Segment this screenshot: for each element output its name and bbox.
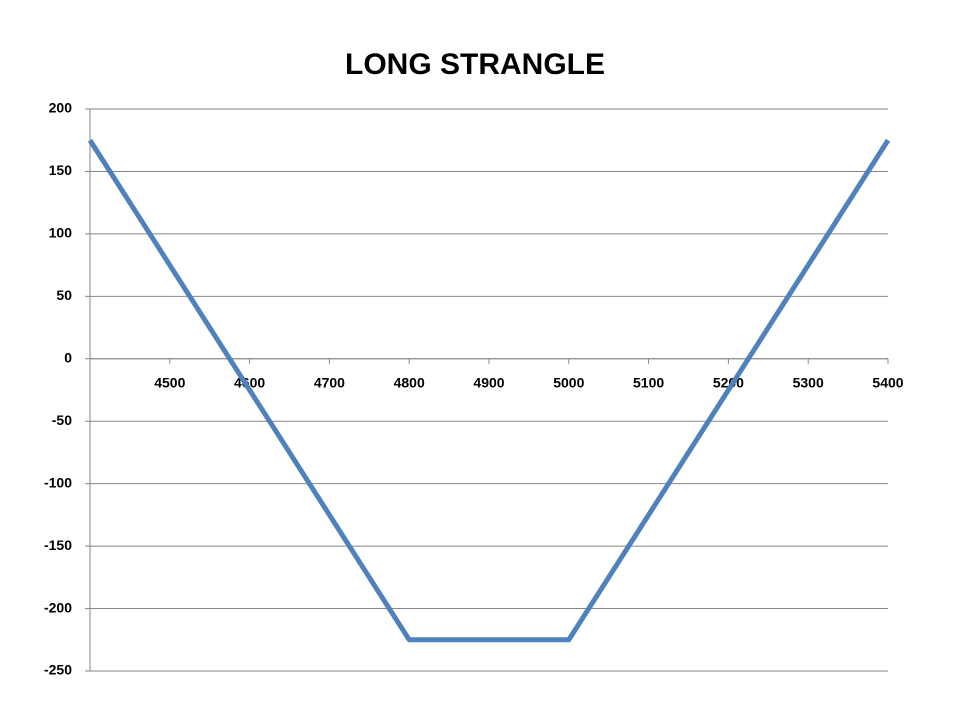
y-tick-label: 0 [64,349,72,365]
x-tick-label: 5000 [553,374,584,390]
x-tick-label: 5100 [633,374,664,390]
y-tick-label: 150 [49,162,73,178]
y-tick-label: -100 [44,474,72,490]
y-tick-label: -50 [52,412,72,428]
x-tick-label: 4500 [154,374,185,390]
y-tick-label: -200 [44,599,72,615]
y-tick-label: 100 [49,225,73,241]
x-tick-label: 4900 [473,374,504,390]
chart-title: LONG STRANGLE [345,48,605,81]
x-tick-label: 4800 [394,374,425,390]
y-tick-label: 200 [49,100,73,116]
x-tick-label: 5300 [793,374,824,390]
x-tick-label: 5400 [872,374,903,390]
data-line [87,138,891,643]
y-tick-label: 50 [56,287,72,303]
y-tick-label: -250 [44,662,72,678]
x-tick-label: 4700 [314,374,345,390]
y-tick-label: -150 [44,537,72,553]
